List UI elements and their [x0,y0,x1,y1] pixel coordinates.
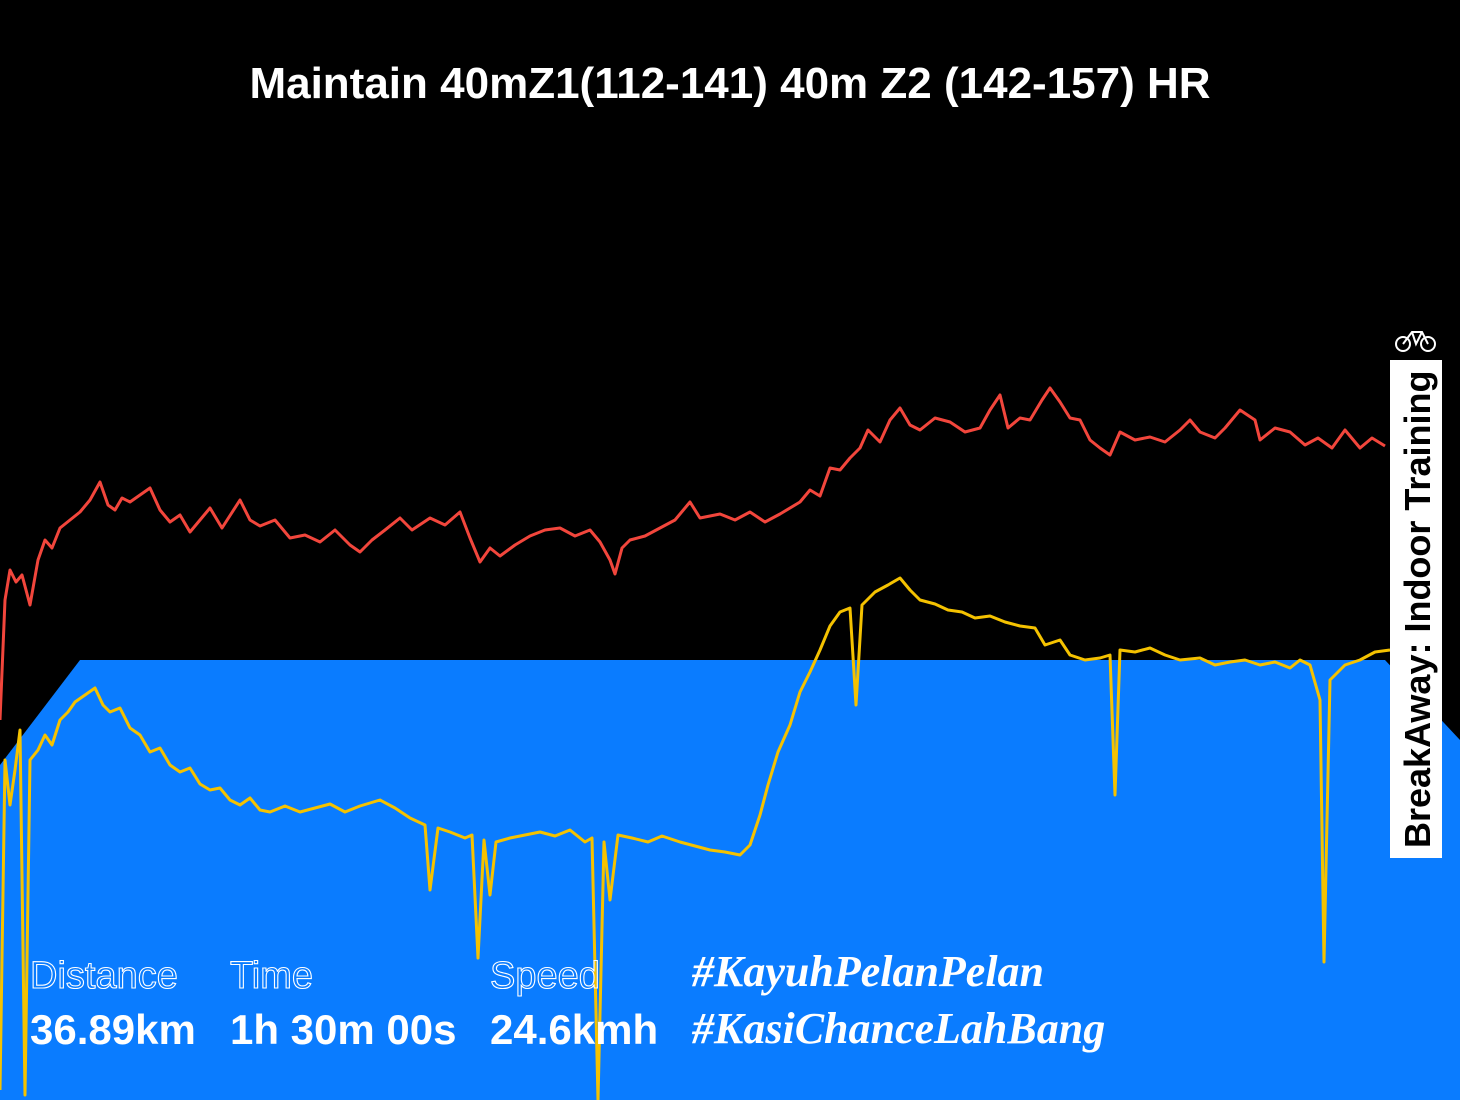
stats: Distance 36.89km Time 1h 30m 00s Speed 2… [29,954,658,1053]
brand-label: BreakAway: Indoor Training [1397,371,1438,848]
stat-value: 24.6kmh [490,1006,658,1053]
title: Maintain 40mZ1(112-141) 40m Z2 (142-157)… [249,59,1210,108]
stat-label: Speed [490,955,600,997]
power-trace [0,576,1391,1100]
stat-label: Distance [30,955,178,997]
workout-profile [0,660,1460,1100]
hashtag: #KayuhPelanPelan [691,947,1044,996]
hashtag: #KasiChanceLahBang [691,1004,1105,1053]
brand-badge: BreakAway: Indoor Training [1390,331,1442,858]
brand-logo [1395,331,1436,352]
heart-rate-trace [0,386,1386,721]
stat-label: Time [230,955,313,997]
brand-box [1390,360,1442,858]
stat-value: 36.89km [30,1006,196,1053]
stat-value: 1h 30m 00s [230,1006,457,1053]
